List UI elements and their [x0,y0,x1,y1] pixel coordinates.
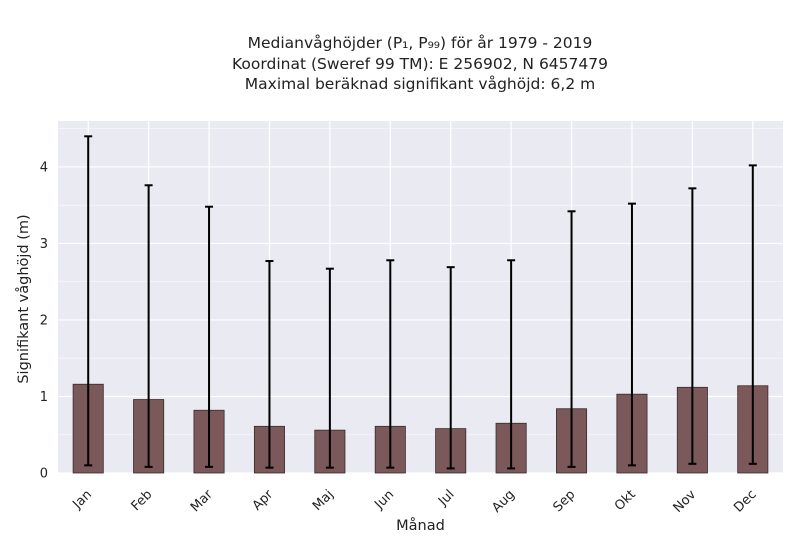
y-tick-label: 2 [40,313,48,328]
chart-title-line-2: Koordinat (Sweref 99 TM): E 256902, N 64… [232,54,608,73]
y-tick-label: 1 [40,390,48,405]
x-tick-label: Mar [188,487,216,515]
x-tick-label: Jul [435,487,457,509]
chart-title: Medianvåghöjder (P₁, P₉₉) för år 1979 - … [0,33,800,95]
x-tick-label: Dec [731,487,759,515]
x-tick-label: Apr [250,487,277,514]
chart-title-line-1: Medianvåghöjder (P₁, P₉₉) för år 1979 - … [247,34,593,52]
x-axis-label: Månad [396,517,445,534]
x-tick-label: Jan [70,487,95,512]
y-tick-label: 0 [40,467,48,482]
x-tick-label: Feb [129,487,156,514]
y-tick-label: 4 [40,160,48,175]
plot-area: 0 1 2 3 4 Jan Feb Mar Apr Maj Jun Jul Aug Sep Okt Nov De… [40,121,783,516]
x-tick-label: Maj [310,487,337,514]
x-tick-label: Okt [612,487,639,514]
chart-title-line-3: Maximal beräknad signifikant våghöjd: 6,… [244,75,596,93]
y-tick-label: 3 [40,237,48,252]
x-tick-label: Aug [489,487,518,516]
y-axis-label: Signifikant våghöjd (m) [15,214,32,383]
x-tick-label: Nov [671,487,700,516]
x-tick-label: Jun [371,487,397,513]
x-tick-label: Sep [550,487,578,515]
plot-background [58,121,783,473]
